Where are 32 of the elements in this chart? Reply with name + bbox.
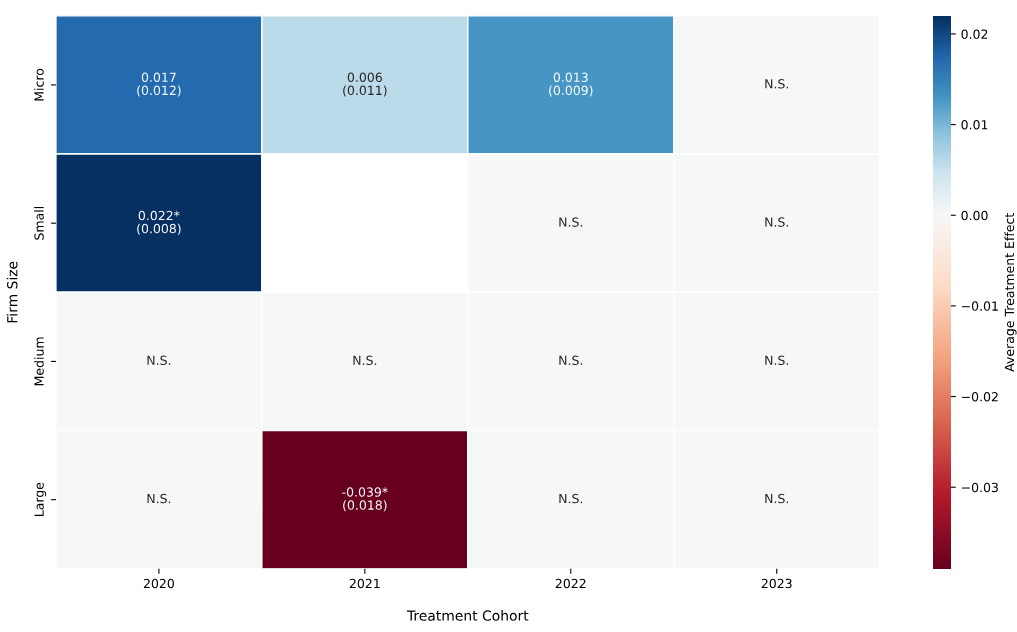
color-bar-label: 0.00 <box>961 210 988 221</box>
data-label: N.S. <box>147 355 171 366</box>
data-label: -0.039* (0.018) <box>342 487 388 512</box>
x-axis-title: Treatment Cohort <box>406 610 529 621</box>
color-bar-label: 0.01 <box>961 120 988 130</box>
x-tick-label: 2020 <box>143 578 174 589</box>
y-tick-label: Small <box>34 206 44 240</box>
x-tick-label: 2022 <box>555 578 586 589</box>
data-label: N.S. <box>765 355 788 366</box>
y-tick-label: Micro <box>34 68 44 101</box>
data-label: 0.017 (0.012) <box>137 72 181 97</box>
data-label: N.S. <box>765 217 788 227</box>
x-tick-label: 2023 <box>761 578 792 589</box>
color-bar-label: 0.02 <box>961 29 988 39</box>
color-bar-label: −0.03 <box>961 482 998 493</box>
data-label: N.S. <box>147 493 171 504</box>
data-label: 0.013 (0.009) <box>549 72 593 97</box>
color-bar-label: −0.01 <box>961 301 998 311</box>
y-tick-label: Large <box>34 482 47 517</box>
data-label: N.S. <box>765 493 788 504</box>
y-tick-label: Medium <box>34 337 44 386</box>
data-label: N.S. <box>559 217 583 227</box>
color-bar-title: Average Treatment Effect <box>1004 213 1017 372</box>
color-bar-label: −0.02 <box>961 392 998 402</box>
x-tick-label: 2021 <box>349 578 380 589</box>
y-axis-title: Firm Size <box>6 261 18 323</box>
data-label: 0.022* (0.008) <box>137 210 181 235</box>
data-label: N.S. <box>765 79 788 89</box>
data-label: N.S. <box>559 493 583 504</box>
data-label: 0.006 (0.011) <box>343 72 387 97</box>
data-label: N.S. <box>353 355 377 366</box>
data-label: N.S. <box>559 355 583 366</box>
